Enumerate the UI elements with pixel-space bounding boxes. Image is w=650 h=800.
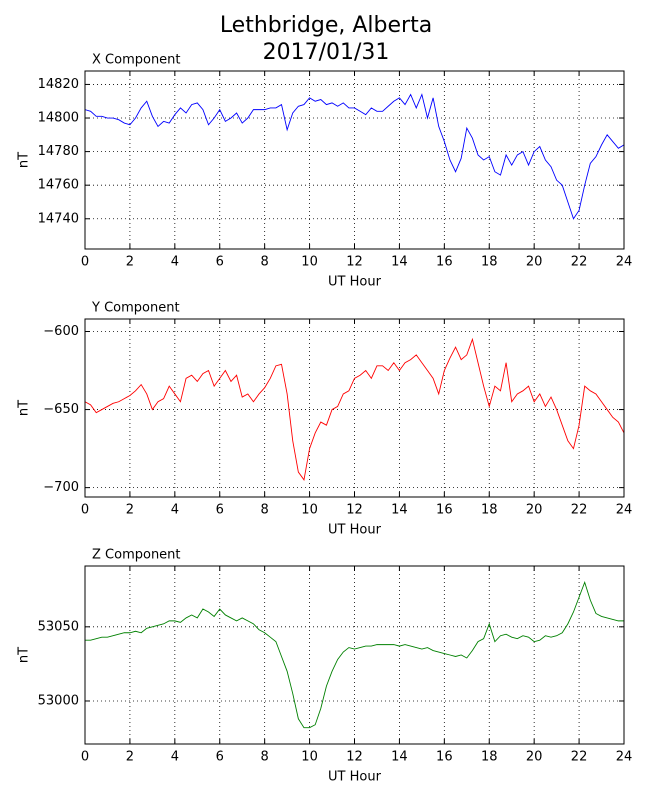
x-tick-label: 6	[216, 503, 224, 518]
y-tick-label: 53050	[38, 619, 79, 634]
x-tick-label: 6	[216, 255, 224, 270]
y-tick-label: 53000	[38, 693, 79, 708]
x-tick-label: 10	[301, 503, 318, 518]
y-tick-label: 14760	[38, 178, 79, 193]
x-tick-label: 2	[126, 750, 134, 765]
x-tick-label: 10	[301, 750, 318, 765]
x-tick-label: 20	[526, 255, 543, 270]
figure-subtitle: 2017/01/31	[263, 40, 390, 65]
x-axis-label: UT Hour	[328, 770, 382, 785]
y-tick-label: 14780	[38, 144, 79, 159]
x-tick-label: 0	[81, 750, 89, 765]
x-tick-label: 6	[216, 750, 224, 765]
subplot-title: X Component	[92, 53, 181, 68]
x-tick-label: 18	[481, 255, 498, 270]
x-tick-label: 0	[81, 255, 89, 270]
x-tick-label: 4	[171, 750, 179, 765]
data-line	[84, 337, 625, 481]
x-tick-label: 22	[571, 255, 588, 270]
x-tick-label: 2	[126, 255, 134, 270]
y-tick-label: 14740	[38, 211, 79, 226]
x-tick-label: 4	[171, 503, 179, 518]
x-axis-label: UT Hour	[328, 523, 382, 538]
x-tick-label: 20	[526, 750, 543, 765]
y-axis-label: nT	[17, 647, 32, 663]
x-tick-label: 12	[346, 503, 363, 518]
x-tick-label: 18	[481, 503, 498, 518]
y-axis-label: nT	[17, 152, 32, 168]
y-tick-label: −650	[43, 402, 79, 417]
plot-frame	[84, 318, 625, 498]
x-tick-label: 14	[391, 503, 408, 518]
x-tick-label: 18	[481, 750, 498, 765]
x-tick-label: 16	[436, 750, 453, 765]
x-tick-label: 0	[81, 503, 89, 518]
x-tick-label: 8	[261, 503, 269, 518]
x-tick-label: 14	[391, 255, 408, 270]
data-line	[85, 580, 624, 729]
x-tick-label: 14	[391, 750, 408, 765]
y-axis-label: nT	[17, 400, 32, 416]
x-tick-label: 8	[261, 750, 269, 765]
y-tick-label: −700	[43, 480, 79, 495]
x-tick-label: 24	[616, 750, 633, 765]
x-tick-label: 24	[616, 255, 633, 270]
x-axis-label: UT Hour	[328, 275, 382, 290]
x-tick-label: 12	[346, 750, 363, 765]
data-line	[84, 93, 625, 220]
x-tick-label: 20	[526, 503, 543, 518]
plot-frame	[84, 565, 625, 745]
x-tick-label: 4	[171, 255, 179, 270]
x-tick-label: 2	[126, 503, 134, 518]
x-tick-label: 22	[571, 750, 588, 765]
y-tick-label: 14820	[38, 77, 79, 92]
x-tick-label: 22	[571, 503, 588, 518]
plot-frame	[84, 70, 625, 250]
x-tick-label: 24	[616, 503, 633, 518]
x-tick-label: 16	[436, 255, 453, 270]
x-tick-label: 12	[346, 255, 363, 270]
x-tick-label: 10	[301, 255, 318, 270]
y-tick-label: −600	[43, 324, 79, 339]
subplot-title: Y Component	[91, 301, 180, 316]
y-tick-label: 14800	[38, 111, 79, 126]
x-tick-label: 16	[436, 503, 453, 518]
figure-title: Lethbridge, Alberta	[220, 13, 432, 38]
subplot-title: Z Component	[92, 548, 181, 563]
x-tick-label: 8	[261, 255, 269, 270]
